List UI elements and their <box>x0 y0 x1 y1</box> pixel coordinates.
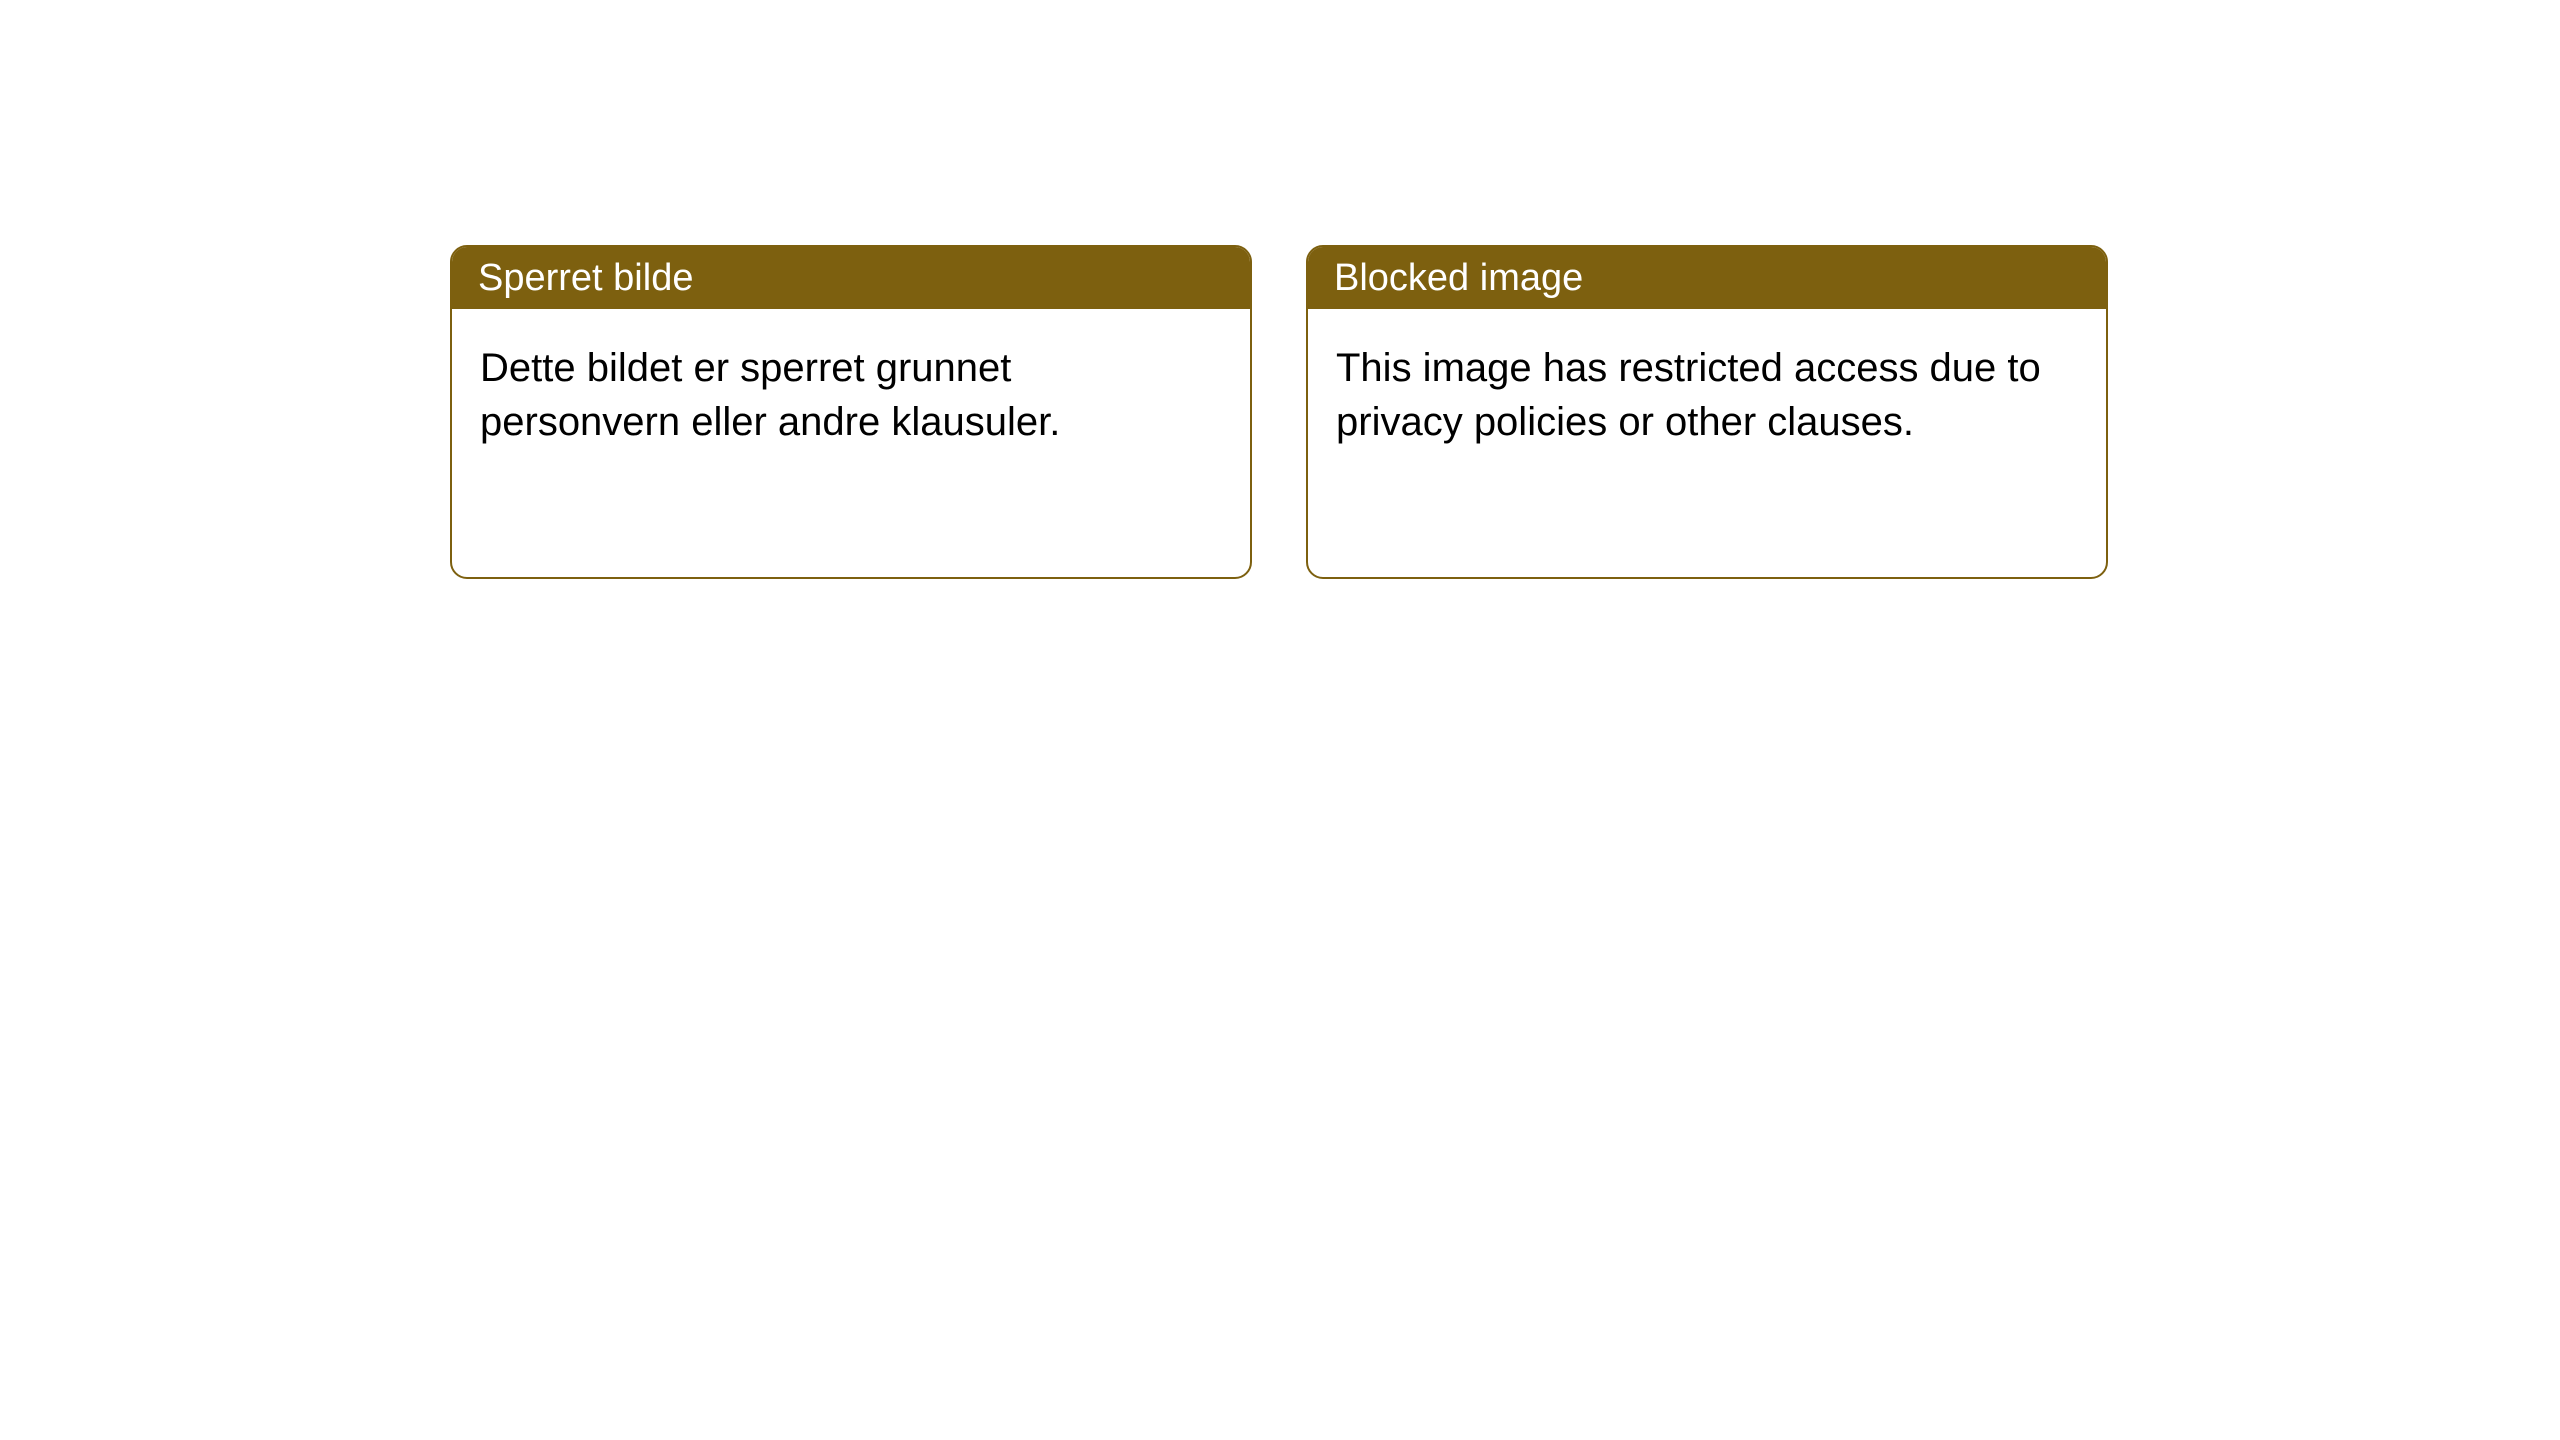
card-body-en: This image has restricted access due to … <box>1308 309 2106 481</box>
card-container: Sperret bilde Dette bildet er sperret gr… <box>450 245 2108 579</box>
blocked-image-card-no: Sperret bilde Dette bildet er sperret gr… <box>450 245 1252 579</box>
card-header-en: Blocked image <box>1308 247 2106 309</box>
card-body-text-no: Dette bildet er sperret grunnet personve… <box>480 346 1060 444</box>
card-title-en: Blocked image <box>1334 257 1583 300</box>
blocked-image-card-en: Blocked image This image has restricted … <box>1306 245 2108 579</box>
card-body-no: Dette bildet er sperret grunnet personve… <box>452 309 1250 481</box>
card-title-no: Sperret bilde <box>478 257 693 300</box>
card-header-no: Sperret bilde <box>452 247 1250 309</box>
card-body-text-en: This image has restricted access due to … <box>1336 346 2041 444</box>
